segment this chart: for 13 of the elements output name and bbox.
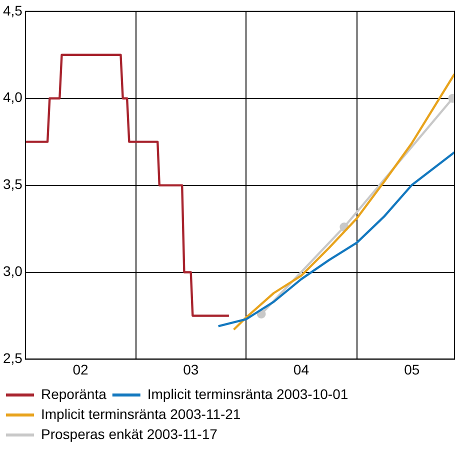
legend-label: Prosperas enkät 2003-11-17 — [41, 426, 218, 442]
y-tick-label: 4,0 — [2, 89, 23, 106]
x-tick-label: 04 — [293, 361, 310, 378]
legend-label: Reporänta — [41, 386, 107, 402]
legend-label: Implicit terminsränta 2003-10-01 — [147, 386, 348, 402]
x-tick-label: 02 — [72, 361, 88, 378]
y-tick-label: 3,0 — [2, 263, 23, 280]
y-tick-label: 2,5 — [2, 350, 23, 366]
y-tick-label: 4,5 — [2, 2, 23, 18]
legend-label: Implicit terminsränta 2003-11-21 — [41, 406, 241, 422]
y-tick-label: 3,5 — [2, 176, 23, 192]
x-tick-label: 05 — [404, 361, 420, 378]
x-tick-label: 03 — [183, 361, 199, 378]
